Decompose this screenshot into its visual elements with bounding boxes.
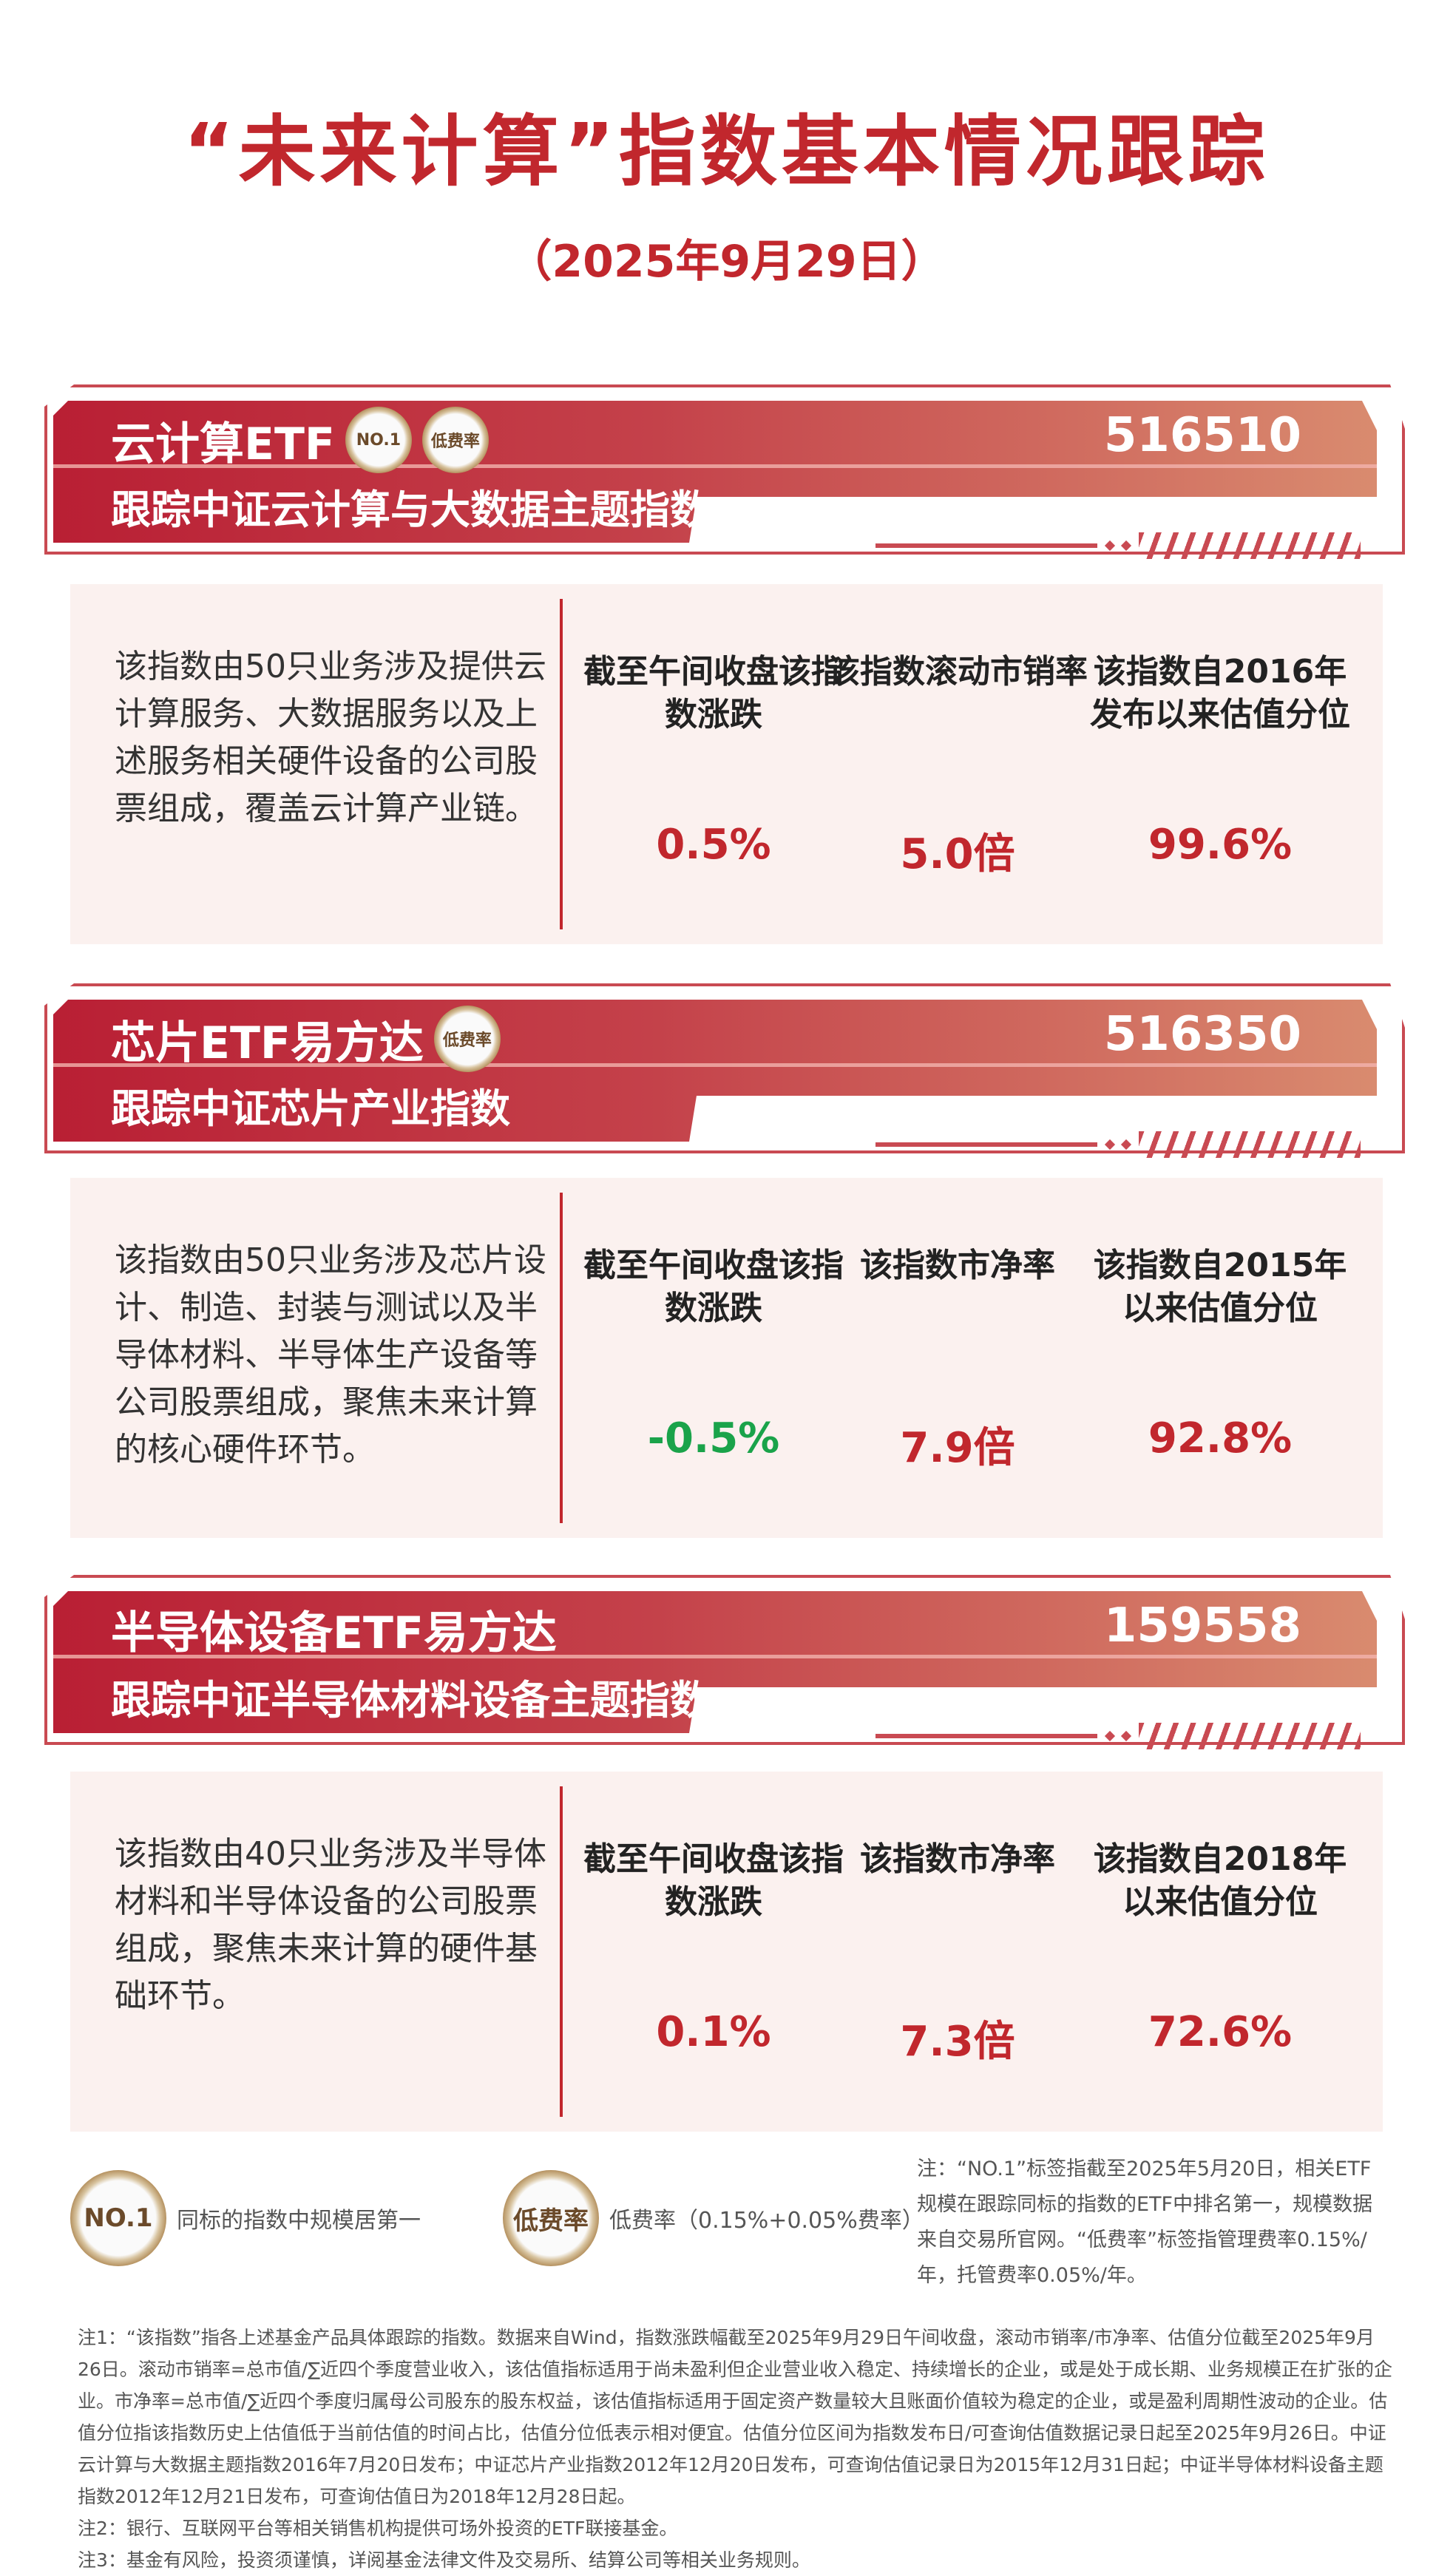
footnote-3: 注3：基金有风险，投资须谨慎，详阅基金法律文件及交易所、结算公司等相关业务规则。 (78, 2549, 810, 2571)
metric-label: 该指数自2016年发布以来估值分位 (1090, 653, 1350, 733)
metric-label: 该指数自2018年以来估值分位 (1093, 1840, 1347, 1921)
metric-label: 该指数市净率 (860, 1840, 1055, 1878)
fund-card: 该指数由50只业务涉及芯片设计、制造、封装与测试以及半导体材料、半导体生产设备等… (70, 1178, 1383, 1538)
metric-value: -0.5% (647, 1414, 780, 1462)
metric-value: 7.9倍 (900, 1424, 1015, 1472)
metric-label: 该指数自2015年以来估值分位 (1093, 1247, 1347, 1327)
metric-value: 92.8% (1148, 1414, 1293, 1462)
tracking-index: 跟踪中证云计算与大数据主题指数 (111, 487, 710, 533)
metric-1: 该指数市净率 7.9倍 (817, 1244, 1098, 1474)
legend-note: 注：“NO.1”标签指截至2025年5月20日，相关ETF规模在跟踪同标的指数的… (917, 2158, 1373, 2287)
footnotes: 注1：“该指数”指各上述基金产品具体跟踪的指数。数据来自Wind，指数涨跌幅截至… (78, 2322, 1394, 2576)
metric-label: 该指数滚动市销率 (827, 653, 1088, 691)
no1-badge-icon: NO.1 (345, 407, 412, 473)
divider (560, 599, 563, 929)
legend-fee-text: 低费率（0.15%+0.05%费率） (609, 2208, 924, 2234)
metric-value: 99.6% (1148, 821, 1293, 869)
metric-value: 5.0倍 (900, 830, 1015, 878)
page-title: “未来计算”指数基本情况跟踪 (183, 106, 1270, 197)
fund-card: 该指数由50只业务涉及提供云计算服务、大数据服务以及上述服务相关硬件设备的公司股… (70, 584, 1383, 944)
tracking-index: 跟踪中证芯片产业指数 (111, 1085, 510, 1132)
fund-name: 芯片ETF易方达 (111, 1017, 424, 1069)
metric-value: 0.1% (656, 2008, 771, 2056)
low-fee-badge-icon: 低费率 (421, 407, 489, 473)
decoration (875, 1131, 1361, 1158)
metric-1: 该指数滚动市销率 5.0倍 (817, 651, 1098, 881)
metric-value: 0.5% (656, 821, 771, 869)
metric-value: 7.3倍 (900, 2018, 1015, 2066)
divider (560, 1193, 563, 1523)
low-fee-badge-icon: 低费率 (433, 1006, 501, 1072)
index-description: 该指数由40只业务涉及半导体材料和半导体设备的公司股票组成，聚焦未来计算的硬件基… (115, 1835, 546, 2015)
index-description: 该指数由50只业务涉及芯片设计、制造、封装与测试以及半导体材料、半导体生产设备等… (115, 1241, 546, 1468)
index-description: 该指数由50只业务涉及提供云计算服务、大数据服务以及上述服务相关硬件设备的公司股… (115, 648, 546, 827)
fund-name: 半导体设备ETF易方达 (111, 1607, 557, 1659)
fund-name: 云计算ETF (111, 418, 335, 470)
legend-no1: NO.1 同标的指数中规模居第一 (70, 2170, 421, 2266)
legend-fee: 低费率 低费率（0.15%+0.05%费率） (503, 2170, 924, 2266)
legend-no1-text: 同标的指数中规模居第一 (177, 2208, 421, 2234)
metric-2: 该指数自2018年以来估值分位 72.6% (1080, 1838, 1361, 2056)
page-date: （2025年9月29日） (507, 236, 946, 288)
low-fee-badge-icon: 低费率 (503, 2170, 599, 2266)
fund-code: 159558 (1103, 1599, 1301, 1653)
metric-label: 该指数市净率 (860, 1247, 1055, 1284)
metric-1: 该指数市净率 7.3倍 (817, 1838, 1098, 2068)
divider (560, 1786, 563, 2117)
decoration (875, 1723, 1361, 1749)
metric-2: 该指数自2015年以来估值分位 92.8% (1080, 1244, 1361, 1462)
fund-banner: 云计算ETF NO.1 低费率 516510 跟踪中证云计算与大数据主题指数 (44, 384, 1405, 562)
metric-0: 截至午间收盘该指数涨跌 0.5% (573, 651, 854, 869)
footnote-2: 注2：银行、互联网平台等相关销售机构提供可场外投资的ETF联接基金。 (78, 2518, 678, 2539)
decoration (875, 532, 1361, 559)
fund-code: 516350 (1103, 1007, 1301, 1062)
no1-badge-icon: NO.1 (70, 2170, 166, 2266)
metric-0: 截至午间收盘该指数涨跌 -0.5% (573, 1244, 854, 1462)
footnote-1: 注1：“该指数”指各上述基金产品具体跟踪的指数。数据来自Wind，指数涨跌幅截至… (78, 2327, 1393, 2507)
metric-label: 截至午间收盘该指数涨跌 (583, 1840, 844, 1921)
tracking-index: 跟踪中证半导体材料设备主题指数 (111, 1677, 710, 1723)
metric-value: 72.6% (1148, 2008, 1293, 2056)
metric-0: 截至午间收盘该指数涨跌 0.1% (573, 1838, 854, 2056)
fund-banner: 半导体设备ETF易方达 159558 跟踪中证半导体材料设备主题指数 (44, 1575, 1405, 1752)
fund-code: 516510 (1103, 408, 1301, 463)
metric-label: 截至午间收盘该指数涨跌 (583, 1247, 844, 1327)
metric-label: 截至午间收盘该指数涨跌 (583, 653, 844, 733)
fund-banner: 芯片ETF易方达 低费率 516350 跟踪中证芯片产业指数 (44, 983, 1405, 1161)
metric-2: 该指数自2016年发布以来估值分位 99.6% (1080, 651, 1361, 869)
fund-card: 该指数由40只业务涉及半导体材料和半导体设备的公司股票组成，聚焦未来计算的硬件基… (70, 1772, 1383, 2132)
